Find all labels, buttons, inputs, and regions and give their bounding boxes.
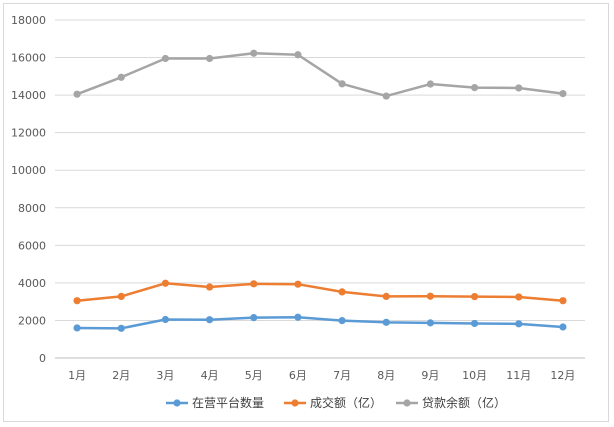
data-point (73, 90, 81, 98)
series-line (75, 316, 565, 330)
chart-frame (3, 3, 609, 422)
legend-swatch-marker (403, 399, 411, 407)
y-axis: 0 2000 4000 6000 8000 10000 12000 14000 16000 180… (11, 14, 46, 365)
data-point (250, 49, 258, 57)
y-tick-label: 4000 (18, 277, 46, 290)
x-axis: 1月 2月 3月 4月 5月 6月 7月 8月 9月 10月 11月 12月 (68, 369, 575, 382)
data-point (161, 279, 170, 287)
data-point (117, 324, 125, 332)
data-point (73, 297, 81, 305)
data-point (559, 323, 567, 331)
x-tick-label: 8月 (377, 369, 395, 382)
data-point (161, 315, 170, 324)
data-point (205, 54, 214, 63)
data-point (294, 51, 302, 59)
data-point (515, 293, 523, 301)
gridlines (55, 19, 585, 359)
series-line (75, 282, 565, 302)
data-point (470, 292, 479, 301)
data-point (338, 288, 346, 296)
legend-label: 贷款余额（亿） (422, 395, 506, 410)
x-tick-label: 1月 (68, 369, 86, 382)
x-tick-label: 5月 (245, 369, 263, 382)
data-point (205, 316, 214, 324)
y-tick-label: 10000 (11, 164, 46, 177)
data-point (470, 319, 479, 328)
data-point (117, 292, 125, 301)
data-point (205, 283, 214, 291)
legend-label: 在营平台数量 (192, 395, 264, 410)
data-point (426, 80, 435, 88)
data-point (426, 292, 435, 300)
data-point (382, 292, 390, 301)
y-tick-label: 6000 (18, 239, 46, 252)
data-point (117, 73, 125, 81)
data-point (382, 92, 390, 100)
y-tick-label: 14000 (11, 89, 46, 102)
x-tick-label: 3月 (156, 369, 174, 382)
data-point (559, 297, 567, 305)
data-point (294, 280, 302, 288)
data-point (559, 90, 567, 98)
series-line (75, 51, 565, 98)
y-tick-label: 0 (39, 352, 46, 365)
data-point (250, 280, 258, 288)
data-point (338, 317, 346, 325)
x-tick-label: 4月 (201, 369, 219, 382)
x-tick-label: 7月 (333, 369, 351, 382)
x-tick-label: 10月 (462, 369, 487, 382)
data-point (470, 84, 479, 92)
x-tick-label: 9月 (421, 369, 439, 382)
data-point (426, 319, 435, 327)
data-point (294, 313, 302, 321)
data-point (515, 320, 523, 328)
legend-label: 成交额（亿） (310, 395, 382, 410)
x-tick-label: 12月 (550, 369, 575, 382)
y-tick-label: 16000 (11, 52, 46, 65)
data-point (73, 324, 81, 332)
y-tick-label: 12000 (11, 127, 46, 140)
data-point (382, 318, 390, 326)
y-tick-label: 18000 (11, 14, 46, 27)
data-point (161, 54, 170, 63)
y-tick-label: 2000 (18, 314, 46, 327)
y-tick-label: 8000 (18, 202, 46, 215)
x-tick-label: 2月 (112, 369, 130, 382)
legend-swatch-marker (291, 399, 299, 407)
legend: 在营平台数量 成交额（亿） 贷款余额（亿） (166, 395, 506, 410)
data-point (250, 314, 258, 322)
data-point (338, 80, 346, 88)
x-tick-label: 11月 (506, 369, 531, 382)
data-point (515, 84, 523, 92)
series-group (73, 49, 567, 332)
x-tick-label: 6月 (289, 369, 307, 382)
legend-swatch-marker (173, 399, 181, 407)
